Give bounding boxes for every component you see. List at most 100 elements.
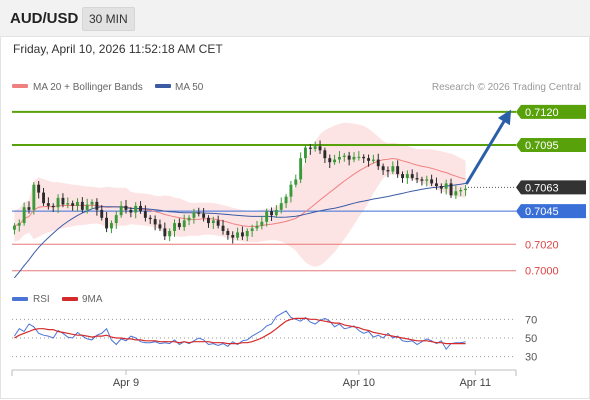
candle-body	[318, 146, 322, 151]
rsi-level-label-30: 30	[525, 352, 537, 364]
candle-body	[76, 201, 79, 206]
candle-body	[304, 147, 307, 159]
candle-body	[294, 179, 298, 185]
forecast-arrow-head	[497, 109, 512, 126]
candle-body	[177, 223, 181, 228]
candle-body	[401, 174, 404, 179]
candle-body	[221, 225, 225, 231]
candle-body	[435, 183, 438, 186]
price-tag-0.7000: 0.7000	[525, 266, 559, 278]
candle-body	[46, 203, 50, 206]
candle-body	[85, 204, 89, 210]
candle-body	[299, 158, 303, 180]
candle-body	[459, 190, 463, 192]
candle-body	[182, 220, 186, 227]
candle-body	[439, 186, 443, 189]
candle-body	[148, 217, 152, 220]
credit-label: Research © 2026 Trading Central	[432, 82, 581, 93]
candle-body	[313, 146, 317, 149]
candle-body	[22, 207, 26, 224]
candle-body	[37, 184, 41, 193]
candle-body	[241, 232, 244, 237]
forecast-arrow	[465, 109, 512, 185]
candle-body	[192, 212, 196, 218]
candle-body	[27, 207, 31, 210]
candle-body	[236, 232, 239, 238]
candle-body	[362, 156, 366, 159]
candle-body	[129, 209, 133, 213]
candle-body	[338, 156, 341, 160]
x-tick-label: Apr 11	[459, 377, 491, 389]
time-axis: Apr 9 Apr 10 Apr 11	[113, 370, 491, 389]
candle-body	[42, 192, 45, 204]
candle-body	[100, 209, 104, 218]
candle-body	[71, 203, 75, 206]
symbol-label: AUD/USD	[10, 10, 79, 27]
candle-body	[211, 220, 215, 223]
candle-body	[367, 158, 370, 161]
ma50-legend-swatch	[155, 84, 171, 88]
candle-body	[328, 158, 332, 163]
candle-body	[173, 223, 176, 231]
price-tag-0.7045-bg	[516, 204, 586, 219]
rsi-level-label-50: 50	[525, 333, 537, 345]
candle-body	[357, 156, 361, 158]
candle-body	[114, 215, 118, 223]
price-tag-0.7095-bg	[516, 138, 586, 152]
candle-body	[454, 191, 458, 196]
ma9-legend-label: 9MA	[82, 294, 103, 305]
ma50-line	[14, 182, 466, 279]
candle-body	[405, 174, 409, 179]
price-tags: 0.7120 0.7095 0.7063 0.7045 0.7020 0.7000	[516, 104, 586, 278]
x-tick-label: Apr 9	[113, 377, 139, 389]
price-tag-0.7063-bg	[516, 180, 586, 195]
rsi-legend-swatch	[12, 297, 28, 301]
candle-body	[289, 184, 293, 197]
candle-body	[134, 205, 138, 213]
candle-body	[342, 155, 346, 157]
timeframe-button[interactable]: 30 MIN	[82, 7, 135, 31]
candle-body	[17, 223, 21, 226]
candle-body	[381, 166, 385, 171]
candle-body	[250, 228, 254, 231]
candle-body	[202, 213, 206, 218]
candle-body	[396, 166, 400, 175]
candle-body	[245, 231, 249, 237]
forecast-arrow-shaft	[465, 111, 511, 185]
price-tag-0.7063: 0.7063	[525, 182, 559, 194]
candle-body	[66, 203, 70, 205]
candle-body	[420, 179, 424, 181]
rsi-ma9-line	[14, 317, 466, 345]
candle-body	[323, 150, 327, 159]
ma20-legend-label: MA 20 + Bollinger Bands	[33, 82, 143, 93]
candle-body	[90, 201, 94, 205]
candle-body	[51, 205, 55, 208]
candle-body	[163, 228, 167, 237]
candle-body	[260, 221, 264, 226]
candle-body	[430, 179, 434, 184]
candle-body	[61, 197, 65, 205]
candle-body	[333, 159, 336, 163]
price-tag-0.7020: 0.7020	[525, 239, 559, 251]
x-tick-label: Apr 10	[343, 377, 375, 389]
candle-body	[95, 201, 99, 210]
ma9-legend-swatch	[62, 297, 78, 301]
candle-body	[168, 231, 172, 237]
datetime-label: Friday, April 10, 2026 11:52:18 AM CET	[13, 42, 223, 56]
candle-body	[371, 159, 375, 161]
candle-body	[110, 223, 113, 229]
candle-body	[449, 183, 453, 196]
candle-body	[410, 174, 414, 179]
chart-header: AUD/USD 30 MIN	[0, 0, 590, 37]
candle-body	[284, 196, 288, 204]
rsi-legend-label: RSI	[33, 294, 50, 305]
ma50-legend-label: MA 50	[175, 82, 204, 93]
candle-body	[444, 183, 448, 189]
candle-body	[274, 209, 278, 216]
candle-body	[265, 211, 269, 222]
price-tag-0.7045: 0.7045	[525, 206, 559, 218]
candle-body	[32, 184, 36, 210]
candle-body	[386, 170, 390, 172]
ma20-line	[14, 157, 466, 228]
candle-body	[347, 155, 351, 160]
